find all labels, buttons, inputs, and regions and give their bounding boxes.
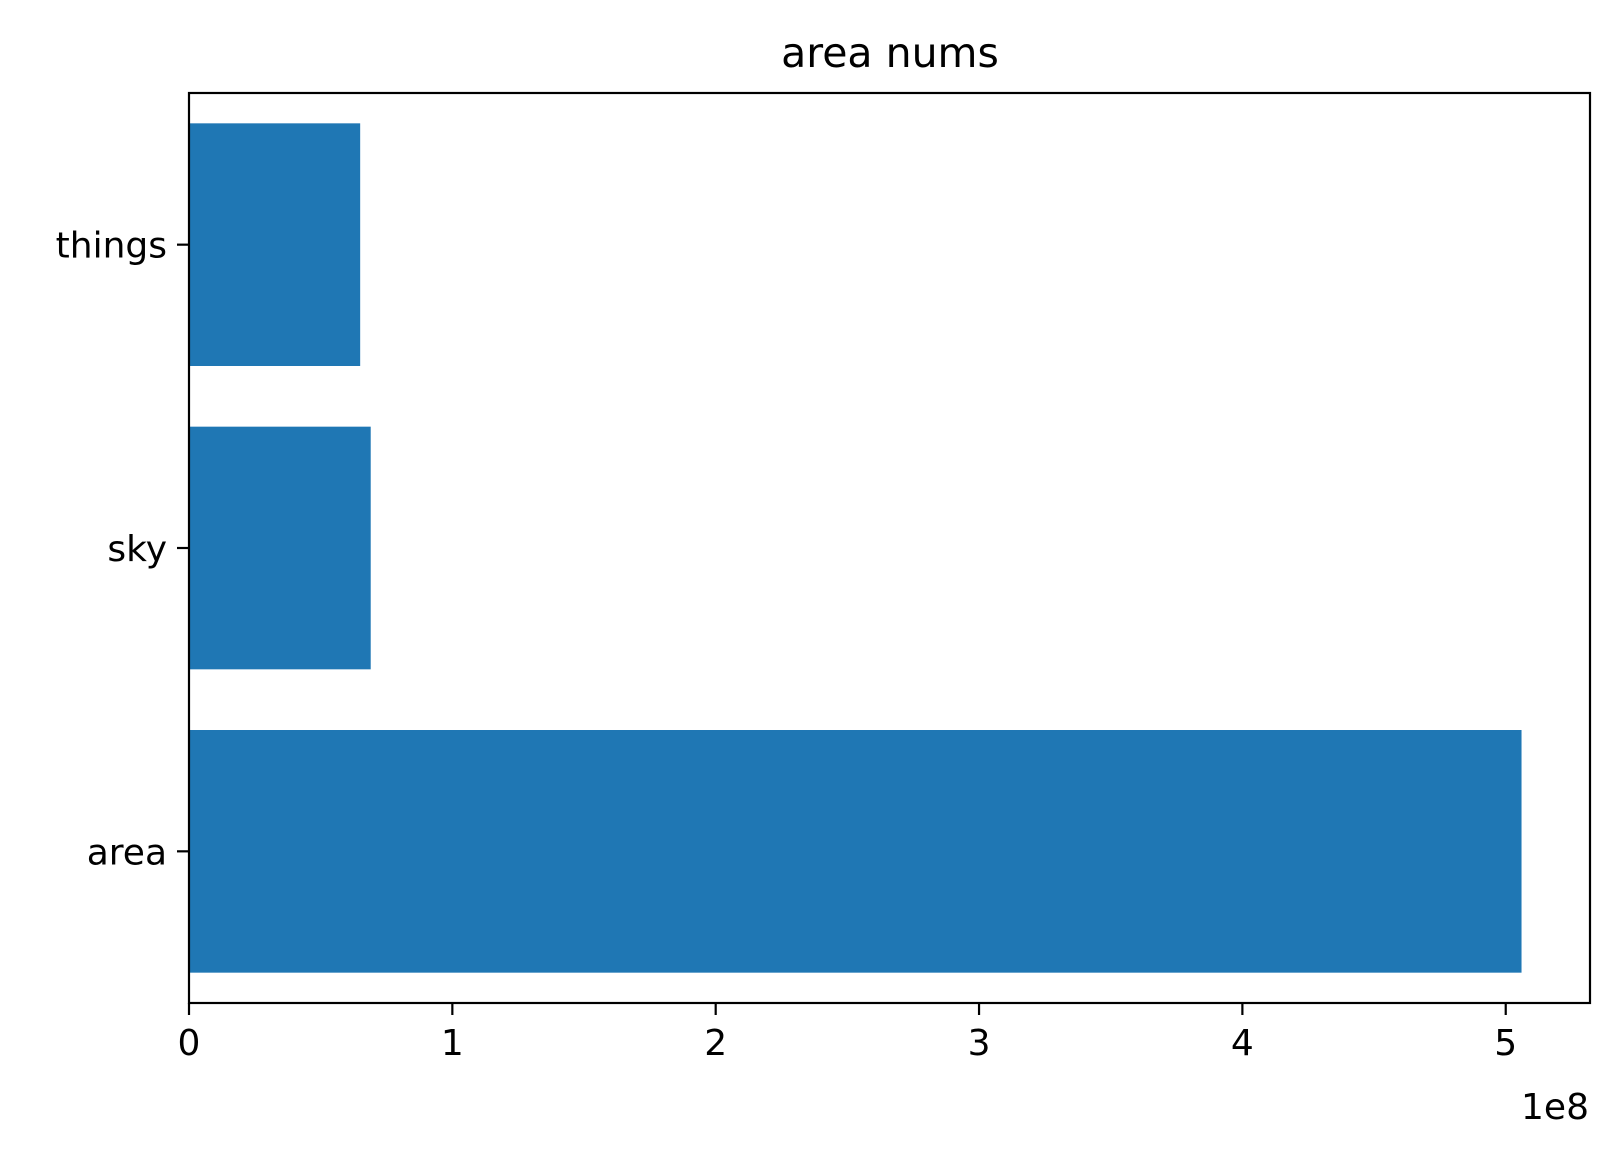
x-tick-label: 0	[178, 1023, 201, 1064]
bars-layer	[189, 123, 1522, 973]
bar-things	[189, 123, 361, 366]
x-tick-label: 3	[968, 1023, 991, 1064]
x-offset-text: 1e8	[1521, 1087, 1589, 1128]
y-tick-label-area: area	[87, 832, 167, 873]
y-tick-label-things: things	[56, 226, 167, 267]
bar-area	[189, 730, 1522, 973]
x-tick-label: 1	[441, 1023, 464, 1064]
x-tick-label: 5	[1494, 1023, 1517, 1064]
x-tick-label: 2	[704, 1023, 727, 1064]
ticks-layer: 0 1 2 3 4 5 area sky things	[56, 226, 1518, 1064]
chart-title: area nums	[781, 29, 999, 77]
bar-sky	[189, 426, 371, 670]
x-tick-label: 4	[1231, 1023, 1254, 1064]
y-tick-label-sky: sky	[107, 529, 167, 570]
